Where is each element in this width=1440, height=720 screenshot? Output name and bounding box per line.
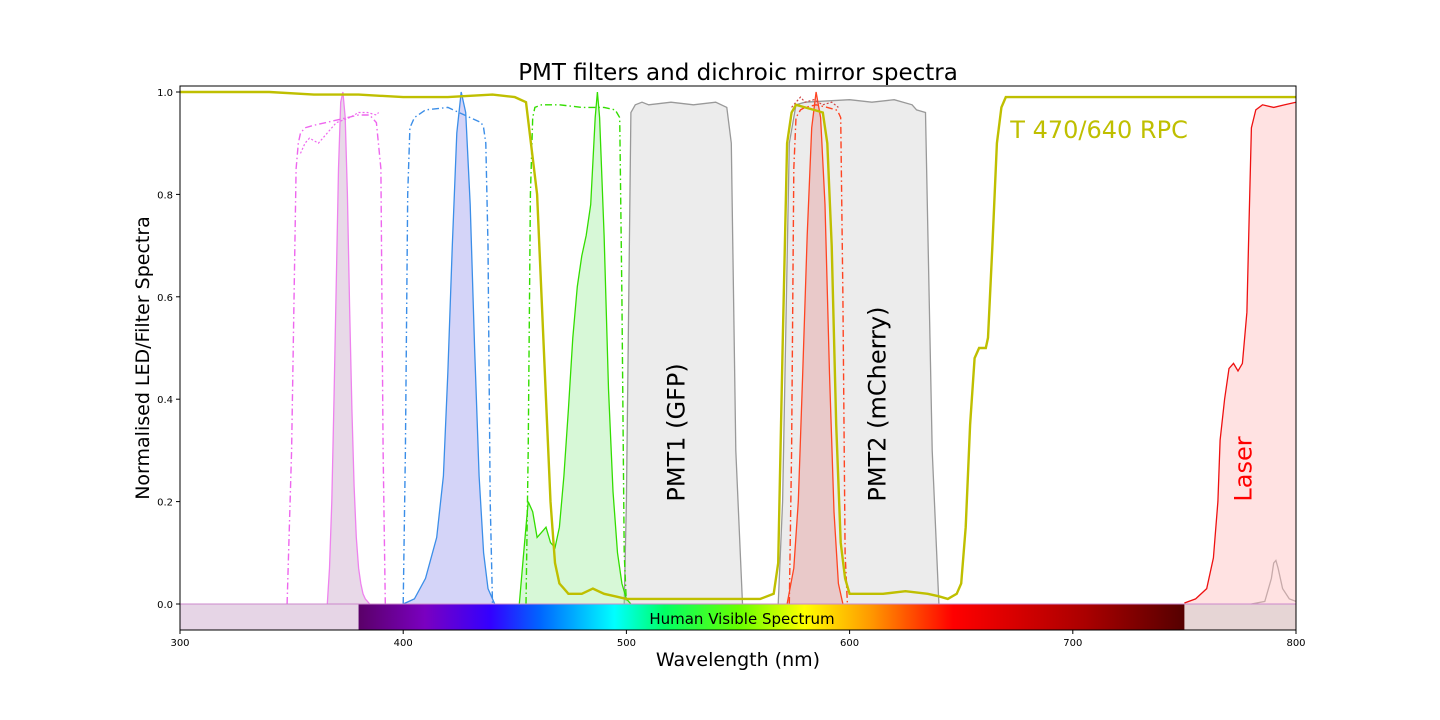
- series-group: [180, 90, 1296, 605]
- plot-frame: [179, 85, 1297, 631]
- y-axis-label: Normalised LED/Filter Spectra: [132, 216, 154, 500]
- series-line-8: [286, 114, 386, 605]
- annotation-0: PMT1 (GFP): [662, 363, 690, 501]
- x-axis-label: Wavelength (nm): [656, 649, 820, 671]
- y-tick-label: 0.4: [157, 395, 173, 406]
- series-area-1: [778, 99, 939, 604]
- x-tick-label: 500: [617, 638, 636, 649]
- series-line-0: [623, 101, 744, 605]
- y-tick-label: 1.0: [157, 88, 173, 99]
- series-area-3: [327, 92, 370, 604]
- annotation-3: Laser: [1229, 436, 1257, 501]
- series-line-6: [786, 91, 844, 605]
- ir-band: [1184, 604, 1296, 630]
- series-line-1: [777, 99, 940, 605]
- x-tick-label: 300: [170, 638, 189, 649]
- uv-band: [180, 604, 359, 630]
- visible-band: [358, 604, 1185, 630]
- x-tick-label: 600: [840, 638, 859, 649]
- series-area-7: [1184, 102, 1296, 604]
- axis-ticks: 0.0 0.2 0.4 0.6 0.8 1.0 300 400 500 600 700 800: [157, 88, 1305, 649]
- series-line-12: [788, 104, 849, 605]
- annotation-2: T 470/640 RPC: [1009, 116, 1188, 144]
- x-tick-label: 700: [1063, 638, 1082, 649]
- visible-spectrum-label: Human Visible Spectrum: [649, 610, 834, 628]
- y-tick-label: 0.2: [157, 498, 173, 509]
- series-area-5: [519, 92, 631, 604]
- y-tick-label: 0.8: [157, 190, 173, 201]
- series-line-7: [1184, 101, 1296, 604]
- series-line-11: [525, 104, 628, 605]
- x-tick-label: 400: [394, 638, 413, 649]
- y-tick-label: 0.0: [157, 600, 173, 611]
- series-line-2: [1251, 559, 1296, 605]
- annotations: PMT1 (GFP) PMT2 (mCherry) T 470/640 RPC Las…: [662, 116, 1257, 502]
- series-line-14: [180, 90, 1296, 601]
- visible-spectrum-bar: [180, 604, 1296, 630]
- series-line-4: [402, 91, 496, 605]
- x-tick-label: 800: [1286, 638, 1305, 649]
- series-line-10: [402, 106, 494, 605]
- series-line-9: [299, 111, 380, 154]
- annotation-1: PMT2 (mCherry): [863, 307, 891, 502]
- series-line-13: [791, 96, 839, 108]
- series-area-6: [787, 92, 843, 604]
- series-area-0: [624, 102, 743, 604]
- chart-title: PMT filters and dichroic mirror spectra: [518, 60, 958, 86]
- series-line-5: [518, 91, 632, 605]
- series-line-3: [326, 91, 371, 605]
- y-tick-label: 0.6: [157, 293, 173, 304]
